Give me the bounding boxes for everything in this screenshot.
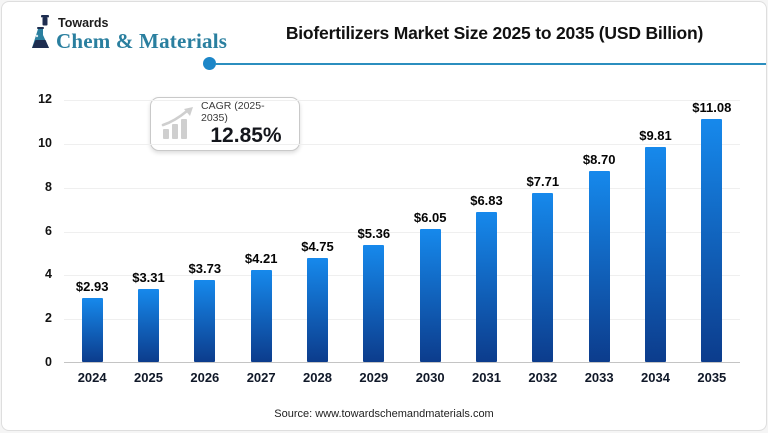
gridline xyxy=(64,187,740,189)
cagr-text: CAGR (2025-2035) 12.85% xyxy=(201,100,291,148)
bar-chart: $2.93 $3.31 $3.73 $4.21 $4.75 $5.36 $6.05 $6.83… xyxy=(2,92,766,400)
bar-value-label: $6.83 xyxy=(470,193,503,209)
chart-title: Biofertilizers Market Size 2025 to 2035 … xyxy=(285,23,704,43)
bar-value-label: $4.75 xyxy=(301,238,334,254)
x-axis-tick-label: 2029 xyxy=(359,370,389,385)
bar-value-label: $7.71 xyxy=(526,174,560,190)
x-axis-tick-label: 2027 xyxy=(246,370,276,385)
bar-column: $6.83 xyxy=(458,100,514,362)
bar-column: $4.21 xyxy=(233,100,289,362)
gridline xyxy=(64,100,740,101)
x-axis-tick-label: 2030 xyxy=(415,370,445,385)
bar xyxy=(475,212,497,362)
x-axis-tick-label: 2025 xyxy=(134,370,163,385)
bar xyxy=(194,280,216,362)
bar-column: $7.71 xyxy=(515,100,571,362)
bar xyxy=(701,119,723,362)
bar-column: $2.93 xyxy=(64,100,120,362)
bar-value-label: $6.05 xyxy=(413,210,447,226)
y-axis-tick-label: 4 xyxy=(45,267,52,282)
y-axis-tick-label: 8 xyxy=(45,179,52,194)
bar-column: $8.70 xyxy=(571,100,627,362)
bar-column: $11.08 xyxy=(684,100,740,362)
bar-value-label: $2.93 xyxy=(75,278,109,294)
x-axis-tick-label: 2035 xyxy=(697,370,727,385)
bar xyxy=(532,193,554,362)
y-axis-tick-label: 0 xyxy=(45,355,52,369)
y-axis-tick-label: 6 xyxy=(45,223,52,238)
bar xyxy=(250,269,272,362)
bar-value-label: $5.36 xyxy=(357,225,391,241)
brand-logo: Towards Chem & Materials xyxy=(28,14,227,52)
bar xyxy=(588,171,610,362)
brand-text: Towards Chem & Materials xyxy=(56,14,227,52)
bar xyxy=(363,244,385,362)
bar-column: $6.05 xyxy=(402,100,458,362)
bar-value-label: $11.08 xyxy=(692,100,732,116)
cagr-badge: CAGR (2025-2035) 12.85% xyxy=(150,97,300,151)
bar-column: $3.31 xyxy=(120,100,176,362)
bar-column: $4.75 xyxy=(289,100,345,362)
header-divider xyxy=(203,57,766,70)
flask-icon xyxy=(32,15,49,48)
y-axis-tick-label: 2 xyxy=(45,311,52,326)
bar-column: $9.81 xyxy=(627,100,683,362)
x-axis-tick-label: 2031 xyxy=(472,370,501,385)
bar-column: $3.73 xyxy=(177,100,233,362)
source-text: Source: www.towardschemandmaterials.com xyxy=(274,408,494,420)
bar xyxy=(306,257,328,362)
bar xyxy=(419,229,441,362)
bar-value-label: $3.73 xyxy=(188,261,222,277)
divider-line xyxy=(215,62,766,65)
bar-column: $5.36 xyxy=(346,100,402,362)
bar-value-label: $9.81 xyxy=(639,128,672,143)
bar xyxy=(81,297,103,362)
brand-top-label: Towards xyxy=(58,16,109,30)
gridline xyxy=(64,319,740,321)
bar xyxy=(644,147,666,362)
x-axis-tick-label: 2024 xyxy=(77,370,107,385)
gridline xyxy=(64,275,740,277)
bar-value-label: $4.21 xyxy=(244,250,278,266)
x-axis-tick-label: 2028 xyxy=(303,370,332,385)
gridline xyxy=(64,143,740,145)
bar-value-label: $8.70 xyxy=(582,152,616,168)
y-axis-tick-label: 12 xyxy=(38,92,52,106)
growth-chart-icon xyxy=(161,107,193,139)
x-axis-tick-label: 2034 xyxy=(641,370,670,385)
plot-area: $2.93 $3.31 $3.73 $4.21 $4.75 $5.36 $6.05 $6.83… xyxy=(64,100,740,363)
gridline xyxy=(64,231,740,233)
footer: Source: www.towardschemandmaterials.com xyxy=(2,404,766,422)
x-axis-tick-label: 2032 xyxy=(528,370,558,385)
brand-name-label: Chem & Materials xyxy=(56,28,228,53)
x-axis-tick-label: 2026 xyxy=(190,370,220,385)
divider-dot-icon xyxy=(203,57,216,70)
bar xyxy=(137,289,159,362)
cagr-label: CAGR (2025-2035) xyxy=(201,99,265,124)
x-axis-tick-label: 2033 xyxy=(584,370,614,385)
bar-value-label: $3.31 xyxy=(132,270,165,286)
cagr-value: 12.85% xyxy=(210,124,282,147)
y-axis-tick-label: 10 xyxy=(38,135,52,150)
